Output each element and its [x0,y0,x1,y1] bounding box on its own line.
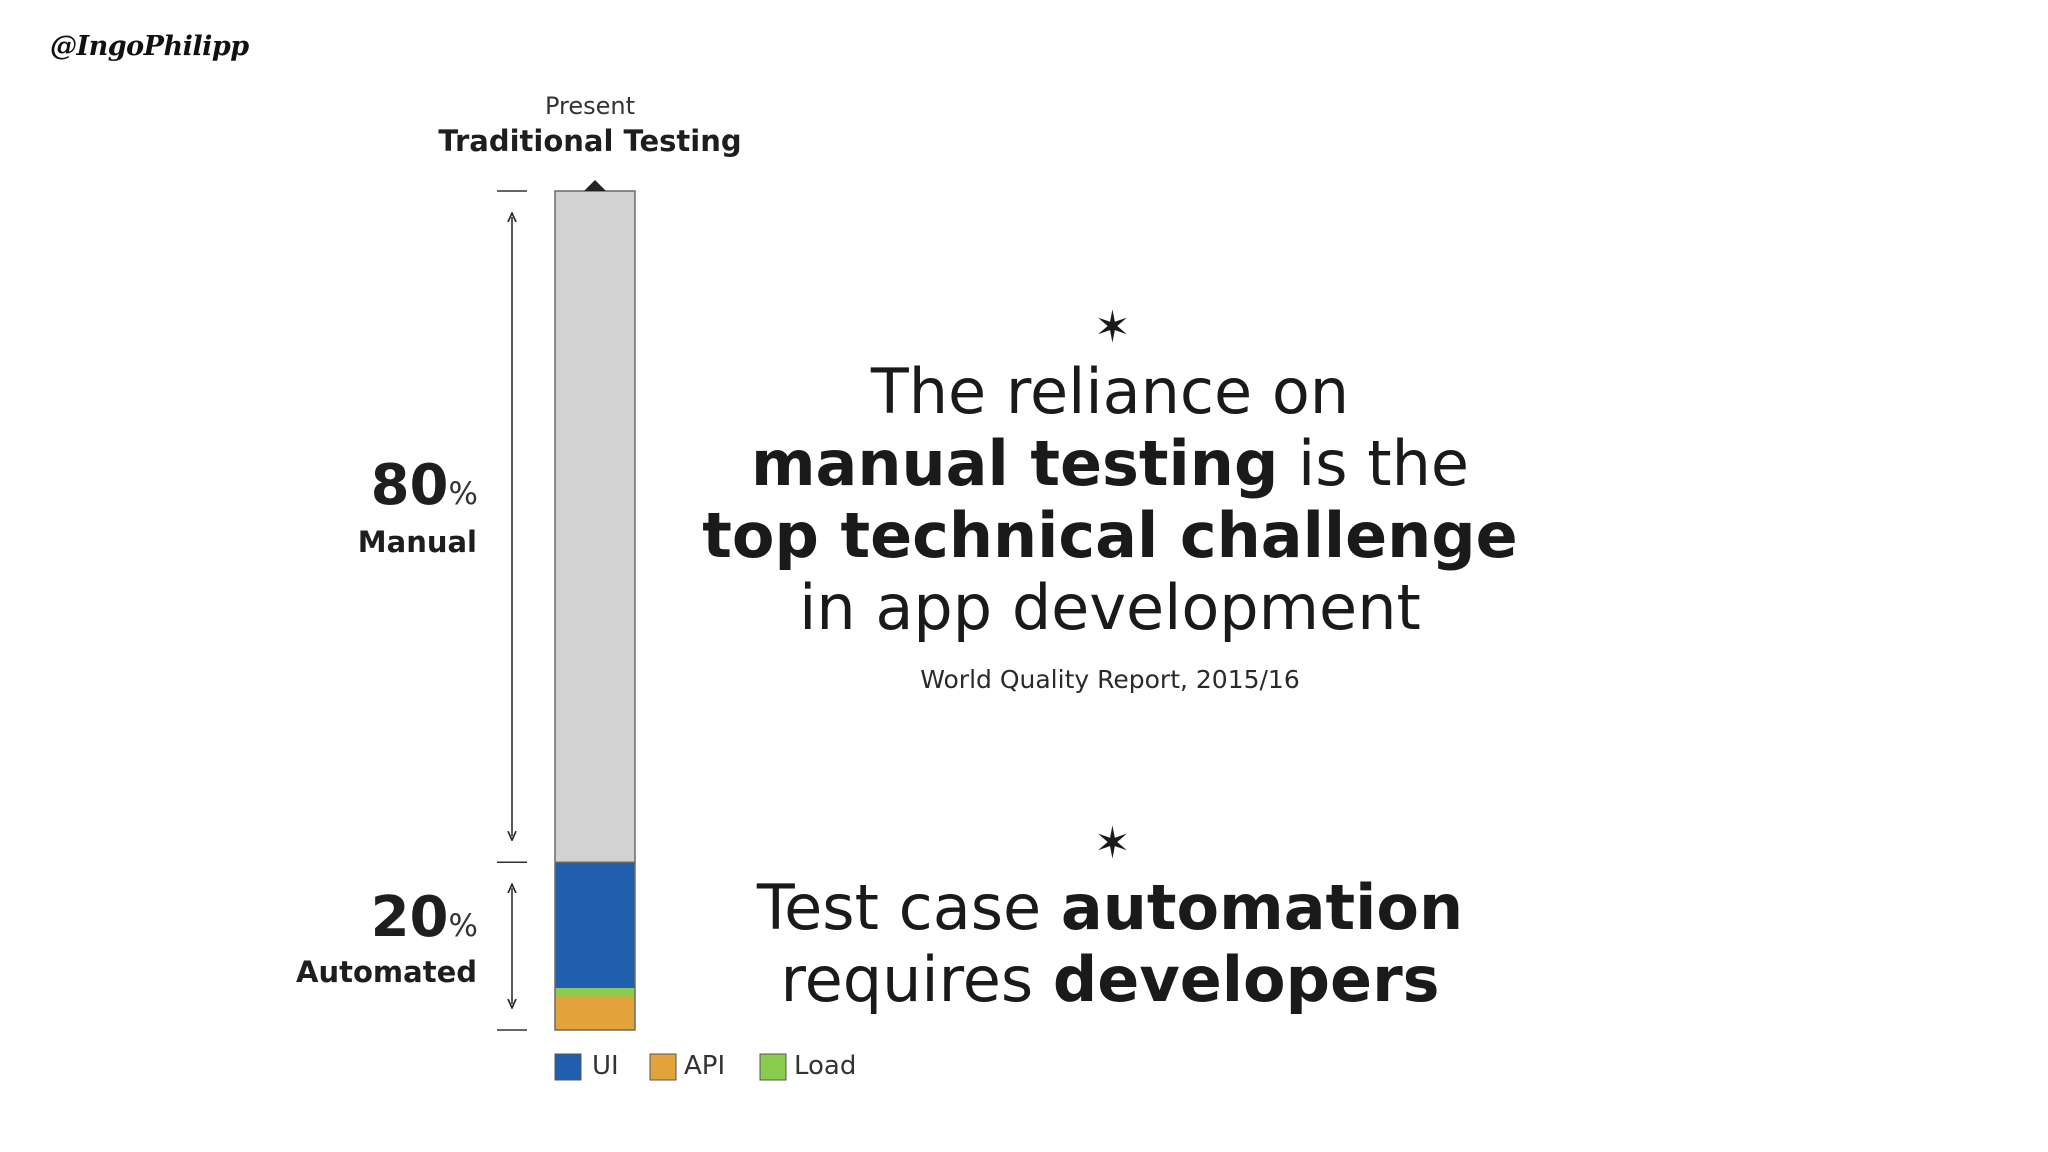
six-pointed-star-icon: ✶ [1094,302,1131,353]
chart-title: Traditional Testing [438,124,742,158]
bar-group [554,180,636,1031]
bar-top-marker [584,180,606,191]
six-pointed-star-icon: ✶ [1094,818,1131,869]
legend-label-ui: UI [592,1051,619,1081]
bar-segment-load [555,988,635,997]
bar-segment-api [555,996,635,1030]
statement-1-line-2-rest: is the [1278,427,1470,500]
statement-2-line-1-plain: Test case [756,871,1061,944]
legend-group [554,1053,787,1081]
automated-label: Automated [296,955,477,989]
legend-swatch-api [649,1053,677,1081]
bracket-group [497,190,527,1031]
automated-percent: 20% [371,890,478,946]
legend-swatch-ui [554,1053,582,1081]
legend-swatch-load [759,1053,787,1081]
legend-label-api: API [684,1051,726,1081]
manual-percent-unit: % [448,476,478,512]
chart-subtitle: Present [544,92,636,120]
statement-2-line-2-plain: requires [780,943,1053,1016]
statement-1-line-1: The reliance on [870,355,1350,428]
manual-percent-value: 80 [370,453,449,518]
statement-1-line-2: manual testing is the [680,428,1540,500]
statement-2-emphasis-2: developers [1052,943,1440,1016]
statement-1-emphasis-1: manual testing [750,427,1279,500]
bar-segment-manual [555,191,635,863]
author-handle: @IngoPhilipp [50,31,249,62]
manual-label: Manual [357,525,477,559]
statement-2: Test case automation requires developers [680,872,1540,1016]
automated-percent-value: 20 [370,885,449,950]
statement-2-line-2: requires developers [680,944,1540,1016]
automated-percent-unit: % [448,908,478,944]
manual-percent: 80% [371,458,478,514]
bar-segment-ui [555,862,635,989]
statement-1: The reliance on manual testing is the to… [680,356,1540,644]
statement-1-line-3: top technical challenge [680,500,1540,572]
source-citation: World Quality Report, 2015/16 [920,665,1300,694]
legend-label-load: Load [794,1051,857,1081]
statement-2-emphasis-1: automation [1060,871,1464,944]
statement-1-emphasis-2: top technical challenge [702,499,1518,572]
statement-2-line-1: Test case automation [680,872,1540,944]
statement-1-line-4: in app development [799,571,1421,644]
